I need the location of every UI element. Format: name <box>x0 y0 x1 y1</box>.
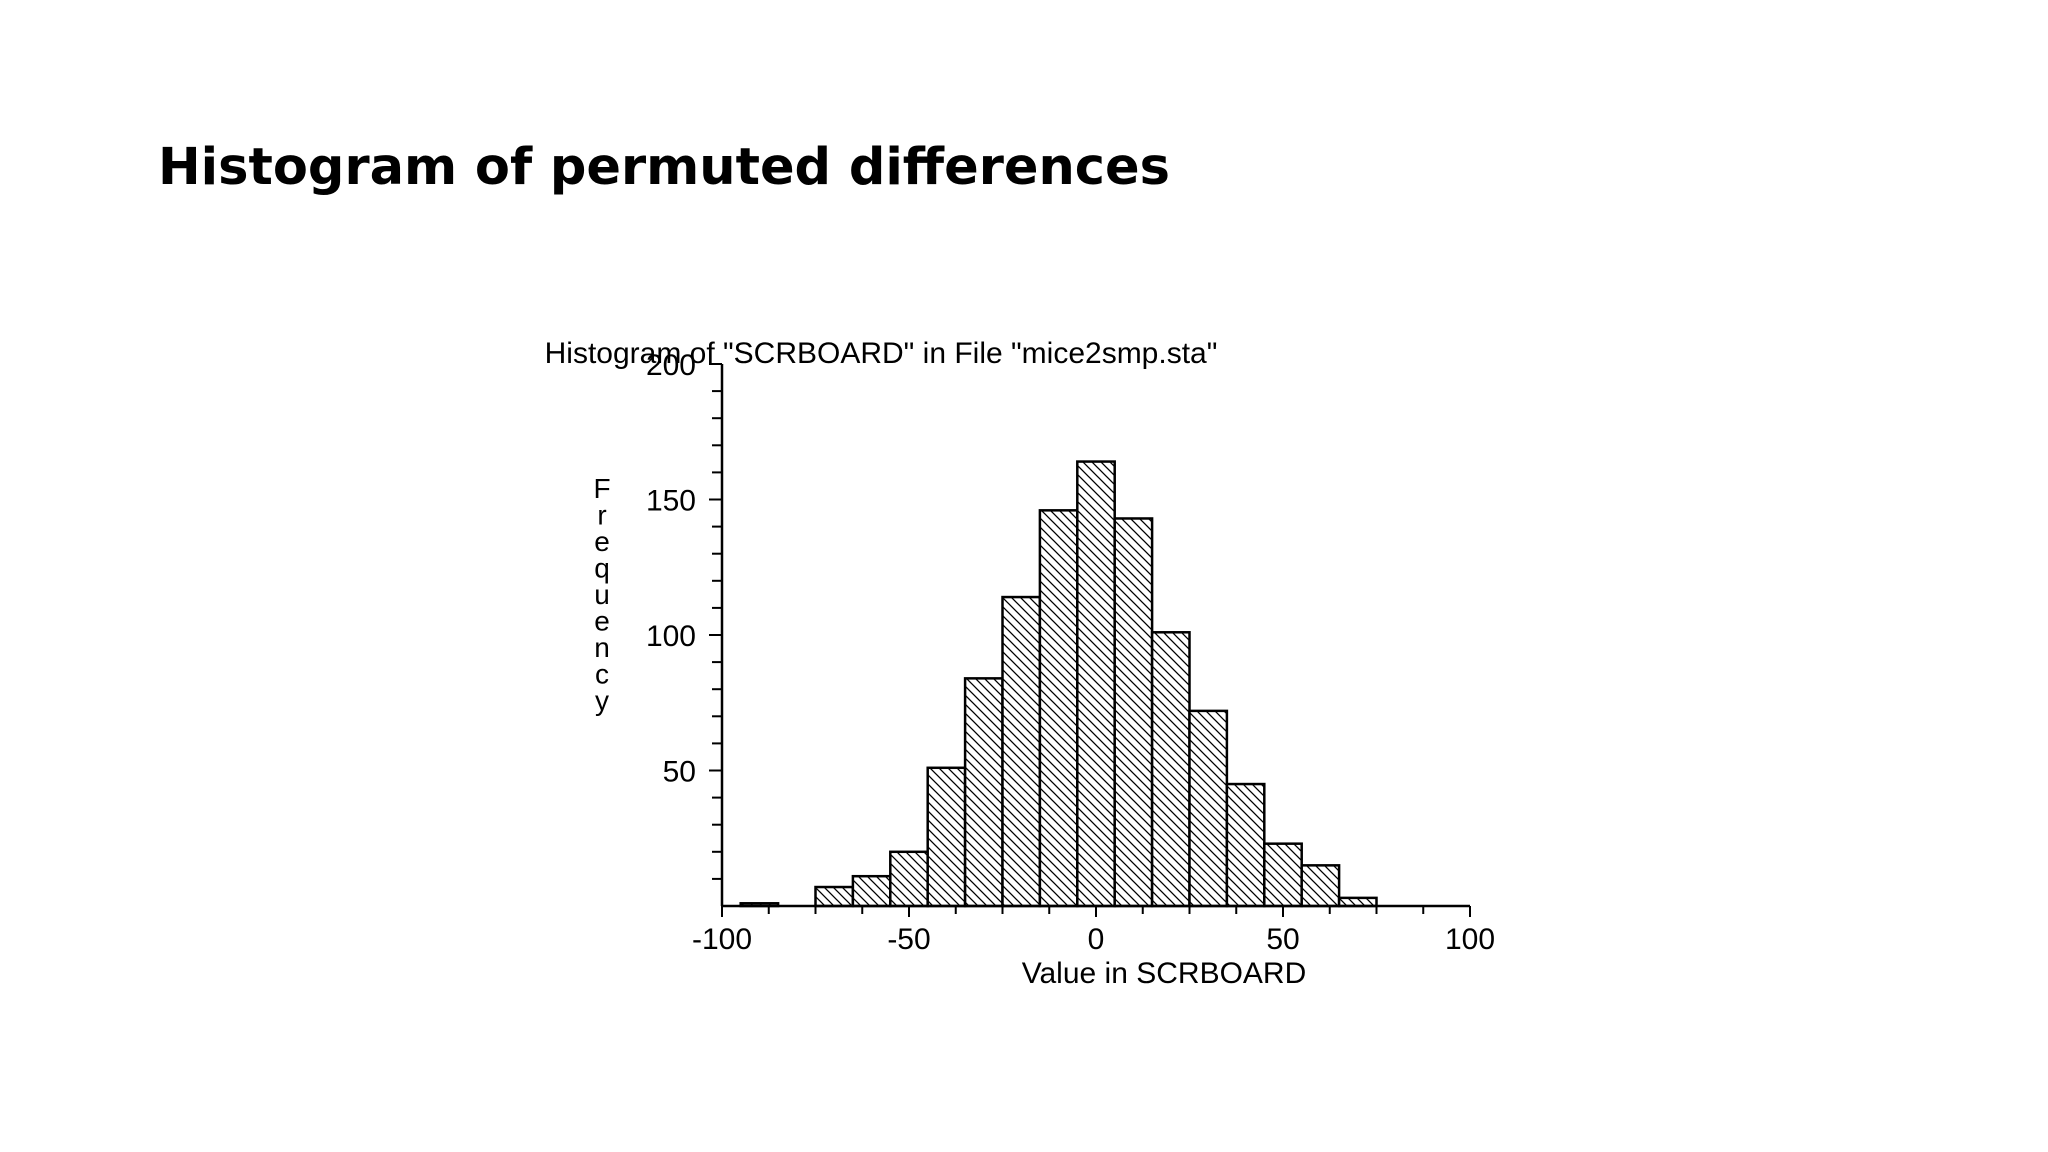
y-axis-label-letter: F <box>593 473 610 504</box>
ticks-layer: 50 100 150 200 -100 -50 0 50 100 <box>646 349 1495 956</box>
y-axis-label-letter: n <box>594 632 610 663</box>
histogram-bar <box>1001 595 1042 908</box>
y-tick-label: 100 <box>646 620 696 653</box>
y-tick-label: 150 <box>646 485 696 518</box>
histogram-bar <box>926 766 967 908</box>
chart-title: Histogram of "SCRBOARD" in File "mice2sm… <box>545 337 1218 370</box>
y-tick-label: 50 <box>663 756 696 789</box>
bars-layer <box>739 460 1378 908</box>
y-axis-label-letter: r <box>597 500 606 531</box>
histogram-bar <box>1225 782 1266 908</box>
x-tick-label: -50 <box>887 923 930 956</box>
y-axis-label-letter: e <box>594 526 610 557</box>
y-axis-label-letter: e <box>594 606 610 637</box>
y-axis-label-letter: c <box>595 659 609 690</box>
histogram-bar <box>1188 709 1229 908</box>
x-tick-label: 50 <box>1266 923 1299 956</box>
x-tick-label: 100 <box>1445 923 1495 956</box>
histogram-bar <box>851 874 892 908</box>
y-axis-label-letter: q <box>594 553 610 584</box>
histogram-bar <box>1038 509 1079 908</box>
histogram-bar <box>814 885 855 908</box>
x-axis-label: Value in SCRBOARD <box>1022 957 1307 990</box>
y-tick-label: 200 <box>646 349 696 382</box>
histogram-bar <box>889 850 929 908</box>
histogram-bar <box>1076 460 1116 908</box>
y-axis-label-letter: y <box>595 685 609 716</box>
histogram-bar <box>1113 517 1154 908</box>
histogram-bar <box>1150 631 1191 908</box>
x-tick-label: -100 <box>692 923 752 956</box>
x-tick-label: 0 <box>1088 923 1105 956</box>
histogram-bar <box>1300 864 1341 908</box>
slide-title: Histogram of permuted differences <box>158 138 1170 197</box>
histogram-bar <box>963 677 1004 908</box>
histogram-bar <box>1263 842 1303 908</box>
y-axis-label-letter: u <box>594 579 610 610</box>
